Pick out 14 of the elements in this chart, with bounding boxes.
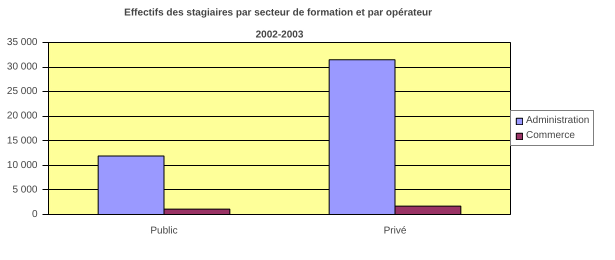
y-tick-label: 5 000 xyxy=(12,184,38,196)
legend-label: Administration xyxy=(526,115,590,126)
x-tick-label: Privé xyxy=(384,226,407,236)
y-tick-label: 10 000 xyxy=(6,160,38,171)
y-tick-label: 35 000 xyxy=(6,37,38,48)
y-tick-label: 20 000 xyxy=(6,110,38,122)
y-tick-label: 0 xyxy=(32,209,38,220)
y-tick-label: 15 000 xyxy=(6,135,38,146)
chart-subtitle: 2002-2003 xyxy=(256,30,304,40)
y-tick-label: 25 000 xyxy=(6,86,38,98)
y-tick-label: 30 000 xyxy=(6,62,38,73)
legend-label: Commerce xyxy=(526,130,575,141)
x-tick-label: Public xyxy=(150,226,178,236)
chart-title: Effectifs des stagiaires par secteur de formation et par opérateur xyxy=(124,8,432,18)
